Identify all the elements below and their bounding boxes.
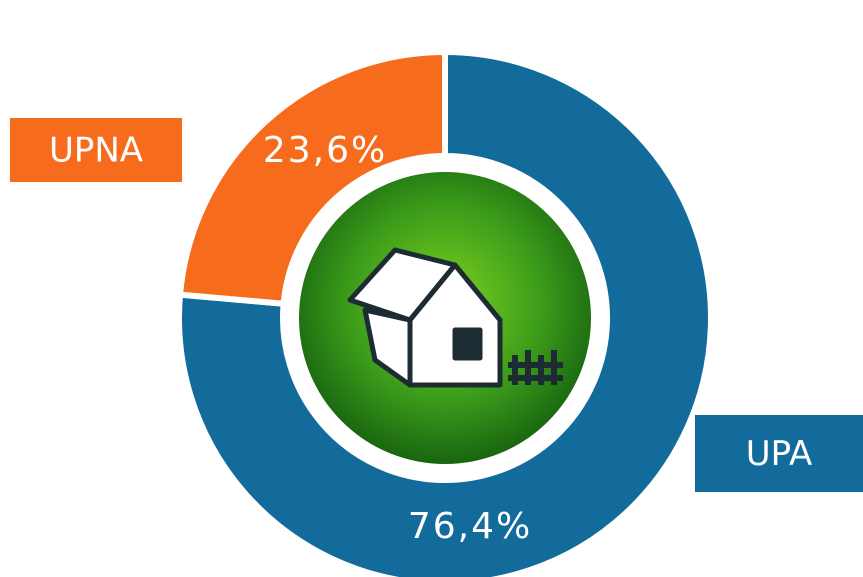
value-label: 23,6% xyxy=(263,130,387,171)
legend-box xyxy=(695,415,863,492)
legend-label: UPA xyxy=(746,434,812,474)
slices xyxy=(176,48,714,577)
house-icon xyxy=(347,247,563,388)
labels: UPA 76,4% UPNA 23,6% xyxy=(10,118,863,547)
slice xyxy=(176,48,448,308)
legend-box xyxy=(10,118,182,182)
legend-label: UPNA xyxy=(49,131,143,171)
slice xyxy=(176,48,714,577)
value-label: 76,4% xyxy=(408,506,532,547)
